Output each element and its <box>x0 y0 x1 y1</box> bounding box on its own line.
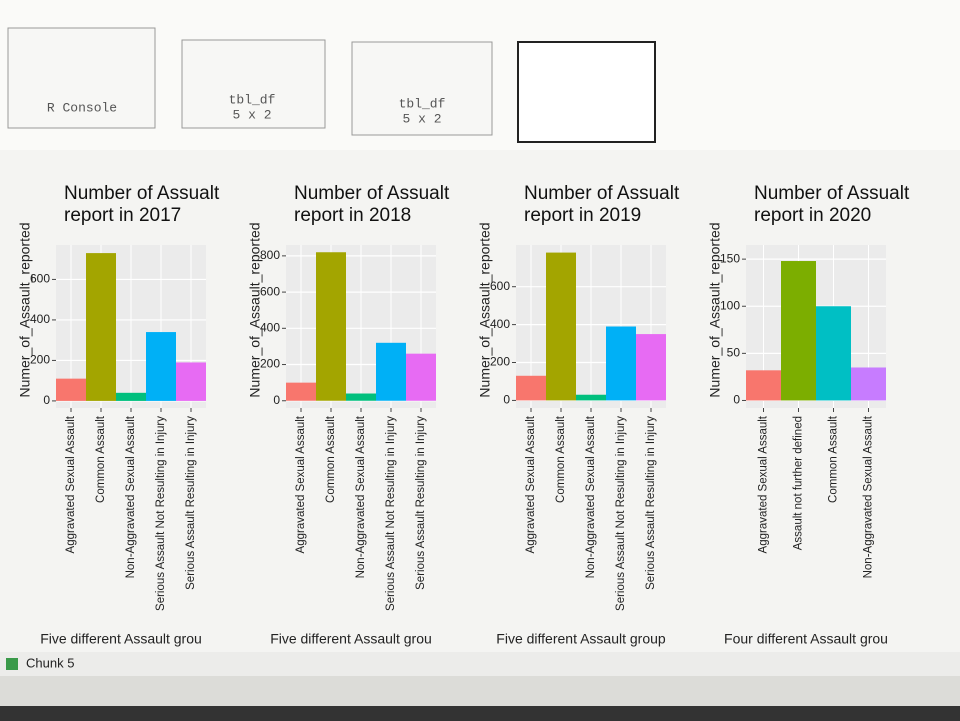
x-tick-label: Non-Aggravated Sexual Assault <box>125 415 137 578</box>
x-tick-label: Serious Assault Resulting in Injury <box>185 416 197 590</box>
y-tick-label: 200 <box>490 355 510 369</box>
x-tick-label: Serious Assault Resulting in Injury <box>415 416 427 590</box>
x-tick-label: Serious Assault Not Resulting in Injury <box>385 416 397 611</box>
x-tick-label: Non-Aggravated Sexual Assault <box>585 415 597 578</box>
y-tick-label: 200 <box>30 353 50 367</box>
plot-thumb[interactable] <box>517 41 656 143</box>
bar <box>146 332 176 401</box>
bar <box>816 306 851 401</box>
x-tick-label: Assault not further defined <box>793 416 805 550</box>
x-axis-title: Five different Assault group <box>496 631 666 647</box>
lower-pane <box>0 676 960 706</box>
y-axis-title: Numer_of_Assault_reported <box>707 222 723 397</box>
bar <box>86 253 116 401</box>
chart-title: Number of Assualt report in 2017 <box>64 183 220 226</box>
bar <box>851 367 886 401</box>
y-tick-label: 0 <box>733 393 740 407</box>
bar <box>606 326 636 401</box>
object-thumb[interactable] <box>181 39 326 129</box>
chunk-label[interactable]: Chunk 5 <box>26 655 74 670</box>
x-tick-label: Serious Assault Resulting in Injury <box>645 416 657 590</box>
y-tick-label: 50 <box>727 346 741 360</box>
y-tick-label: 600 <box>30 272 50 286</box>
x-axis-title: Four different Assault grou <box>724 631 888 647</box>
x-tick-label: Common Assault <box>325 415 337 503</box>
y-tick-label: 0 <box>43 393 50 407</box>
y-tick-label: 150 <box>720 251 740 265</box>
chart-title: Number of Assualt report in 2018 <box>294 183 450 226</box>
status-bar <box>0 652 960 676</box>
x-tick-label: Common Assault <box>828 415 840 503</box>
x-tick-label: Common Assault <box>555 415 567 503</box>
bar <box>116 392 146 401</box>
x-tick-label: Aggravated Sexual Assault <box>758 415 770 553</box>
y-axis-title: Numer_of_Assault_reported <box>17 222 33 397</box>
y-tick-label: 400 <box>260 320 280 334</box>
bar <box>316 252 346 401</box>
x-tick-label: Aggravated Sexual Assault <box>295 415 307 553</box>
y-axis-title: Numer_of_Assault_reported <box>247 222 263 397</box>
object-thumb[interactable] <box>351 41 493 136</box>
y-tick-label: 200 <box>260 357 280 371</box>
x-axis-title: Five different Assault grou <box>270 631 432 647</box>
y-axis-title: Numer_of_Assault_reported <box>477 222 493 397</box>
object-size: 5 x 2 <box>232 107 271 122</box>
bar <box>546 252 576 401</box>
x-tick-label: Non-Aggravated Sexual Assault <box>863 415 875 578</box>
console-thumb[interactable] <box>7 27 156 129</box>
x-tick-label: Serious Assault Not Resulting in Injury <box>155 416 167 611</box>
chunk-icon <box>6 658 18 670</box>
bar <box>746 370 781 401</box>
object-name: tbl_df <box>229 92 276 107</box>
bar <box>406 353 436 401</box>
bar <box>576 394 606 401</box>
object-size: 5 x 2 <box>402 111 441 126</box>
x-tick-label: Common Assault <box>95 415 107 503</box>
chart-title: Number of Assualt report in 2020 <box>754 183 910 226</box>
y-tick-label: 600 <box>490 279 510 293</box>
y-tick-label: 0 <box>503 393 510 407</box>
chart-title: Number of Assualt report in 2019 <box>524 183 680 226</box>
console-label: R Console <box>47 100 117 115</box>
bar <box>286 382 316 401</box>
x-tick-label: Aggravated Sexual Assault <box>65 415 77 553</box>
x-tick-label: Serious Assault Not Resulting in Injury <box>615 416 627 611</box>
y-tick-label: 400 <box>30 312 50 326</box>
bar <box>516 375 546 401</box>
bar <box>346 393 376 401</box>
bar <box>376 342 406 401</box>
bar <box>636 334 666 401</box>
x-axis-title: Five different Assault grou <box>40 631 202 647</box>
bar <box>781 261 816 401</box>
x-tick-label: Aggravated Sexual Assault <box>525 415 537 553</box>
bar <box>176 362 206 401</box>
taskbar <box>0 706 960 721</box>
y-tick-label: 0 <box>273 393 280 407</box>
bar <box>56 378 86 401</box>
y-tick-label: 100 <box>720 298 740 312</box>
y-tick-label: 400 <box>490 317 510 331</box>
y-tick-label: 800 <box>260 248 280 262</box>
y-tick-label: 600 <box>260 284 280 298</box>
x-tick-label: Non-Aggravated Sexual Assault <box>355 415 367 578</box>
object-name: tbl_df <box>399 96 446 111</box>
